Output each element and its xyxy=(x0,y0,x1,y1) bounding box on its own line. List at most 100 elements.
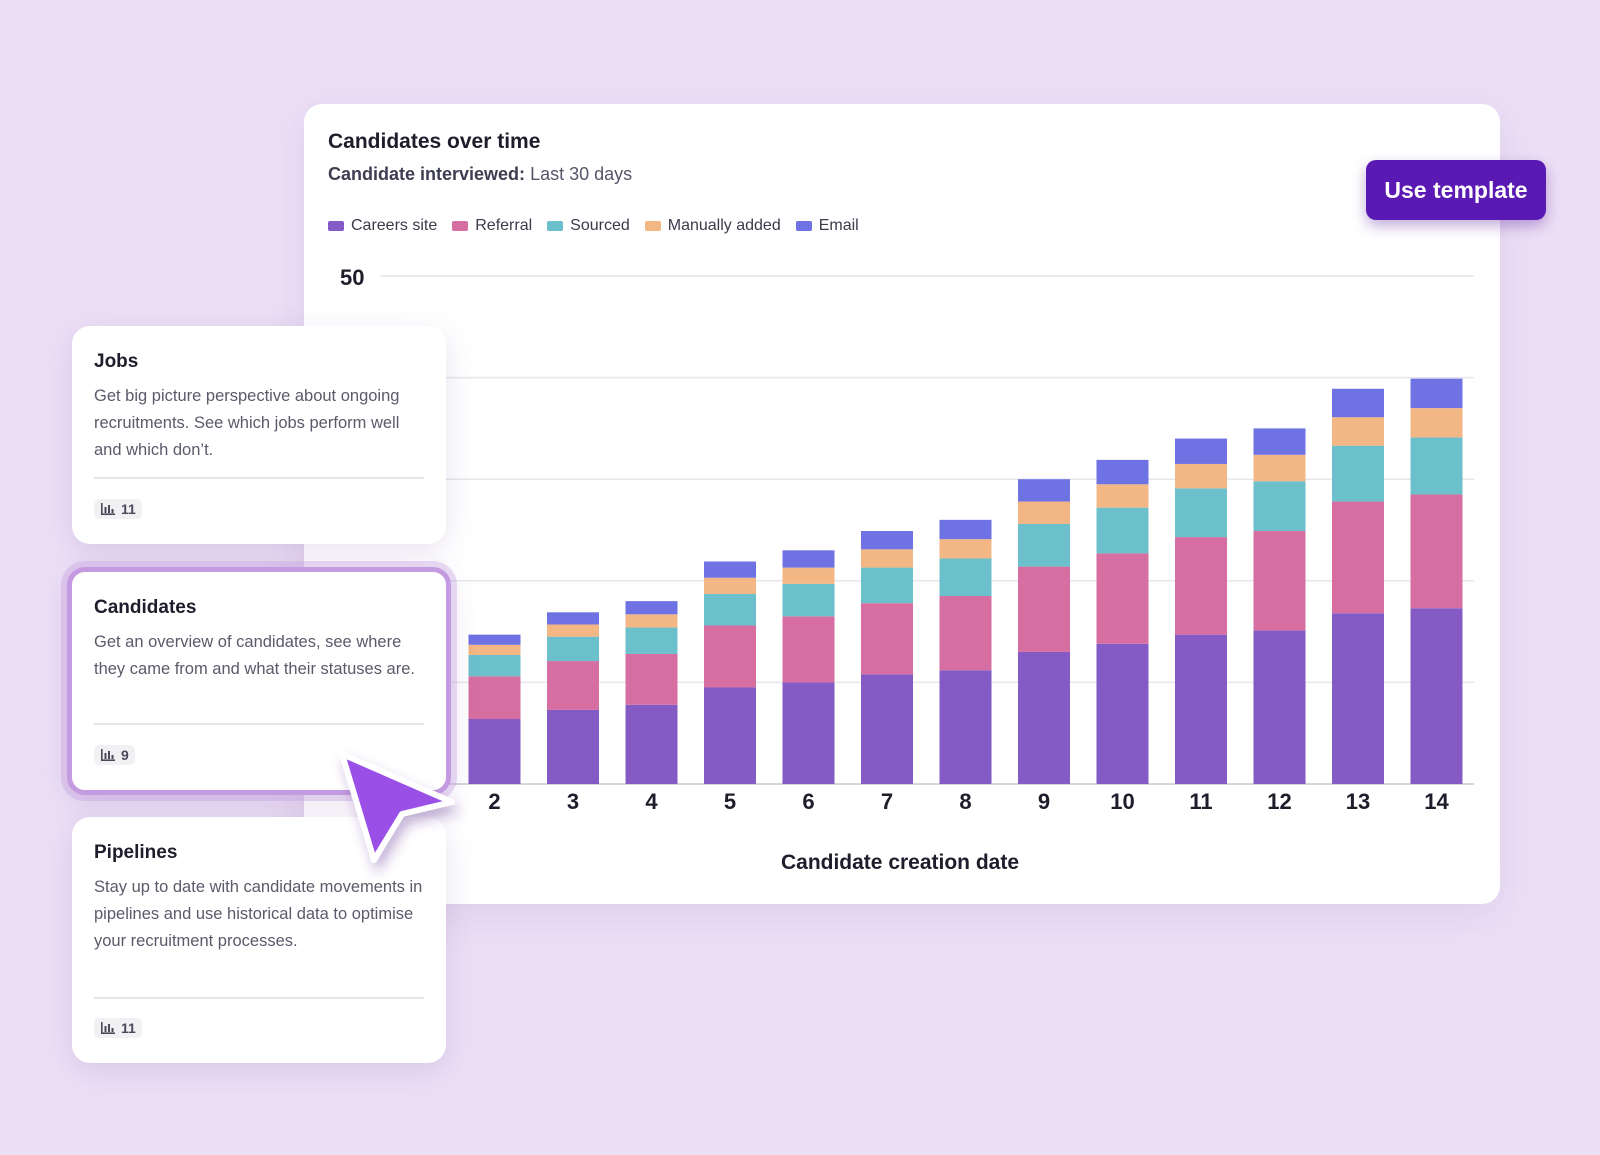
bar-segment xyxy=(1253,630,1306,784)
bar-segment xyxy=(861,549,913,568)
legend-label: Careers site xyxy=(351,217,438,234)
legend-swatch xyxy=(644,221,661,231)
bar-segment xyxy=(1253,481,1306,532)
bar-segment xyxy=(1410,608,1463,784)
bar-segment xyxy=(1175,463,1227,489)
bar-segment xyxy=(625,601,678,615)
y-tick-label: 50 xyxy=(340,265,364,290)
x-tick-label: 13 xyxy=(1346,789,1370,814)
legend-label: Referral xyxy=(475,217,533,234)
chart-subtitle-value: Last 30 days xyxy=(530,164,633,184)
bar-segment xyxy=(1018,501,1070,524)
bar-segment xyxy=(939,539,992,559)
card-description: Get big picture perspective about ongoin… xyxy=(94,387,400,459)
card-count: 9 xyxy=(121,747,129,763)
card-count-badge: 11 xyxy=(94,1018,142,1038)
bar-segment xyxy=(1332,388,1384,418)
bar-segment xyxy=(704,687,756,784)
bar-segment xyxy=(939,596,992,671)
bar-segment xyxy=(468,644,521,655)
x-tick-label: 8 xyxy=(959,789,971,814)
legend-label: Sourced xyxy=(570,217,630,234)
bar-segment xyxy=(782,583,835,617)
bar-segment xyxy=(1253,454,1306,482)
bar-segment xyxy=(861,567,913,604)
bar-segment xyxy=(1018,479,1070,502)
bar-segment xyxy=(939,670,992,784)
x-axis-label: Candidate creation date xyxy=(781,851,1019,874)
bar-segment xyxy=(1410,494,1463,609)
chart-subtitle-label: Candidate interviewed: xyxy=(328,164,526,184)
pointer-arrow-icon xyxy=(339,751,455,863)
legend-item: Careers site xyxy=(328,217,437,235)
legend-label: Manually added xyxy=(667,217,781,234)
legend-swatch xyxy=(795,221,812,231)
bar-segment xyxy=(468,676,521,719)
bar-segment xyxy=(625,704,678,784)
legend-item: Manually added xyxy=(644,217,781,235)
x-tick-label: 12 xyxy=(1267,789,1291,814)
legend-swatch xyxy=(547,221,564,231)
report-card-jobs[interactable]: Jobs Get big picture perspective about o… xyxy=(72,326,446,544)
bar-segment xyxy=(625,627,678,654)
card-divider xyxy=(94,477,424,479)
x-tick-label: 10 xyxy=(1110,789,1134,814)
bar-segment xyxy=(468,718,521,784)
bar-segment xyxy=(1332,501,1384,614)
bar-segment xyxy=(1096,553,1149,644)
legend-item: Email xyxy=(795,217,859,235)
bar-segment xyxy=(547,624,599,637)
bar-segment xyxy=(1175,488,1227,538)
use-template-button[interactable]: Use template xyxy=(1366,160,1546,220)
x-tick-label: 6 xyxy=(802,789,814,814)
bar-segment xyxy=(625,614,678,628)
bar-segment xyxy=(704,577,756,595)
x-tick-label: 9 xyxy=(1038,789,1050,814)
bar-segment xyxy=(1175,537,1227,635)
bar-segment xyxy=(1410,437,1463,495)
legend-swatch xyxy=(328,221,344,231)
bar-segment xyxy=(547,709,599,784)
card-count-badge: 11 xyxy=(94,499,142,519)
bar-segment xyxy=(1175,634,1227,784)
bar-segment xyxy=(468,634,521,645)
x-tick-label: 11 xyxy=(1189,789,1212,814)
legend-swatch xyxy=(452,221,469,231)
bar-chart-icon xyxy=(101,749,115,761)
legend-item: Sourced xyxy=(547,217,630,235)
card-title: Pipelines xyxy=(94,842,178,863)
bar-segment xyxy=(547,636,599,662)
bar-segment xyxy=(547,661,599,710)
x-tick-label: 14 xyxy=(1424,789,1449,814)
bar-segment xyxy=(1175,438,1227,464)
card-title: Candidates xyxy=(94,597,197,618)
bar-chart-icon xyxy=(101,503,115,515)
bar-segment xyxy=(1096,459,1149,485)
x-tick-label: 5 xyxy=(724,789,736,814)
bar-segment xyxy=(468,654,521,677)
bar-segment xyxy=(861,603,913,675)
card-count: 11 xyxy=(121,501,136,517)
bar-segment xyxy=(1332,417,1384,446)
bar-segment xyxy=(939,558,992,597)
card-count-badge: 9 xyxy=(94,745,135,765)
bar-segment xyxy=(1253,531,1306,631)
card-divider xyxy=(94,997,424,999)
bar-segment xyxy=(782,550,835,568)
bar-segment xyxy=(625,653,678,705)
report-card-candidates[interactable]: Candidates Get an overview of candidates… xyxy=(67,567,451,795)
report-card-pipelines[interactable]: Pipelines Stay up to date with candidate… xyxy=(72,817,446,1063)
x-tick-label: 4 xyxy=(645,789,658,814)
bar-segment xyxy=(1018,566,1070,652)
bar-segment xyxy=(704,561,756,578)
card-divider xyxy=(94,723,424,725)
card-description: Get an overview of candidates, see where… xyxy=(94,633,415,678)
bar-segment xyxy=(1096,507,1149,554)
bar-segment xyxy=(547,612,599,625)
bar-segment xyxy=(1410,378,1463,409)
legend-item: Referral xyxy=(452,217,532,235)
chart-legend: Careers site Referral Sourced Manually adde… xyxy=(328,217,859,235)
bar-segment xyxy=(1332,613,1384,784)
legend-label: Email xyxy=(818,217,859,234)
